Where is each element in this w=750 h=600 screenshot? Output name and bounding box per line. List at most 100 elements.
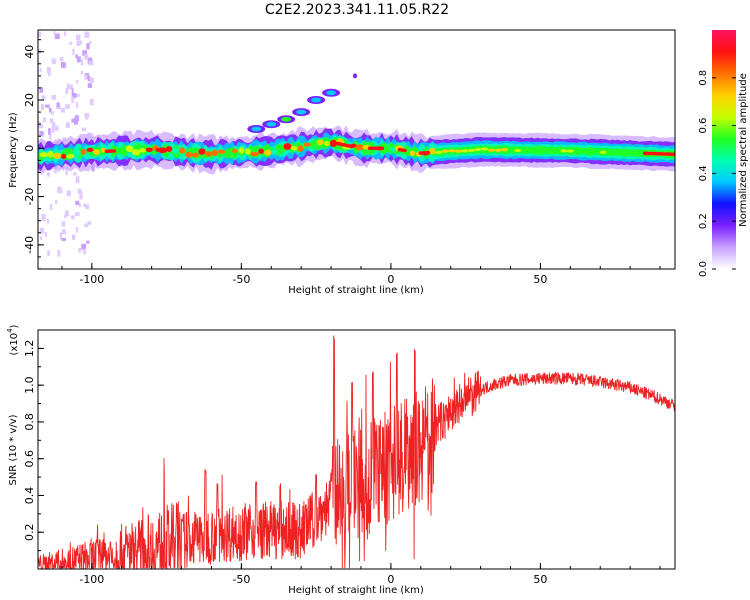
spectrogram-y-tick-label: 20: [23, 93, 36, 107]
spectrogram-blob: [626, 150, 633, 154]
heatmap-speckle: [51, 122, 56, 130]
heatmap-speckle: [55, 199, 58, 205]
spectrogram-peak: [162, 148, 167, 153]
spectrogram-blob: [540, 149, 548, 153]
heatmap-speckle: [75, 227, 79, 233]
heatmap-speckle: [79, 203, 81, 208]
spectrogram-branch-core: [281, 116, 292, 122]
heatmap-speckle: [81, 127, 86, 132]
heatmap-speckle: [57, 250, 61, 257]
heatmap-speckle: [89, 98, 94, 106]
heatmap-speckle: [87, 221, 92, 225]
heatmap-speckle: [72, 48, 75, 56]
spectrogram-blob: [455, 149, 462, 153]
heatmap-speckle: [65, 168, 68, 175]
spectrogram-peak: [402, 148, 407, 153]
spectrogram-blob: [119, 148, 127, 155]
spectrogram-blob: [250, 151, 259, 157]
spectrogram-blob: [297, 145, 304, 152]
colorbar-tick-label: 0.6: [698, 118, 709, 134]
spectrogram-blob: [66, 153, 75, 159]
heatmap-speckle: [71, 88, 74, 95]
colorbar-label: Normalized spectral amplitude: [738, 73, 749, 227]
spectrogram-x-tick-label: 50: [533, 273, 547, 286]
heatmap-speckle: [46, 172, 50, 177]
spectrogram-blob: [303, 142, 311, 147]
heatmap-speckle: [88, 61, 94, 66]
spectrogram-y-axis-label: Frequency (Hz): [8, 112, 19, 188]
spectrogram-blob: [409, 150, 415, 157]
spectrogram-blob: [145, 147, 153, 153]
spectrogram-blob: [533, 149, 541, 153]
snr-y-tick-label: 0.6: [23, 450, 36, 468]
spectrogram-blob: [560, 149, 568, 153]
spectrogram-branch-core: [251, 126, 262, 132]
heatmap-speckle: [75, 200, 80, 206]
heatmap-speckle: [76, 40, 81, 47]
spectrogram-plot-area: [38, 30, 675, 269]
heatmap-speckle: [41, 214, 46, 221]
heatmap-speckle: [79, 41, 82, 45]
heatmap-speckle: [40, 103, 44, 111]
heatmap-speckle: [66, 83, 70, 90]
heatmap-speckle: [54, 33, 60, 39]
spectrogram-blob: [481, 147, 489, 151]
heatmap-speckle: [49, 203, 53, 210]
heatmap-speckle: [77, 188, 82, 194]
spectrogram-y-tick-label: 40: [23, 45, 36, 59]
colorbar-tick-label: 0.0: [698, 261, 709, 277]
spectrogram-blob: [290, 145, 298, 151]
spectrogram-blob: [547, 148, 555, 152]
heatmap-speckle: [87, 57, 93, 65]
spectrogram-branch-core: [296, 109, 307, 115]
heatmap-speckle: [49, 118, 54, 124]
snr-y-tick-label: 1.2: [23, 340, 36, 358]
spectrogram-branch-core: [311, 97, 322, 103]
spectrogram-blob: [448, 149, 456, 153]
spectrogram-blob: [258, 148, 264, 154]
spectrogram-peak: [671, 152, 675, 157]
heatmap-speckle: [74, 118, 77, 125]
heatmap-speckle: [86, 43, 90, 50]
heatmap-speckle: [53, 31, 56, 35]
spectrogram-blob: [100, 147, 106, 153]
spectrogram-blob: [461, 149, 469, 153]
heatmap-speckle: [71, 96, 74, 104]
heatmap-speckle: [61, 237, 66, 241]
heatmap-speckle: [42, 117, 47, 123]
spectrogram-blob: [494, 148, 502, 152]
spectrogram-blob: [52, 152, 62, 159]
heatmap-speckle: [47, 68, 51, 76]
spectrogram-peak: [111, 149, 117, 153]
colorbar-gradient: [712, 30, 736, 269]
heatmap-speckle: [79, 192, 83, 200]
colorbar-tick-label: 0.2: [698, 213, 709, 229]
spectrogram-blob: [310, 141, 317, 147]
spectrogram-blob: [211, 149, 219, 156]
spectrogram-blob: [606, 150, 614, 154]
heatmap-speckle: [84, 54, 89, 60]
heatmap-speckle: [66, 190, 71, 197]
spectrogram-peak: [379, 146, 385, 151]
heatmap-speckle: [72, 234, 76, 240]
spectrogram-peak: [425, 150, 431, 155]
heatmap-speckle: [54, 166, 57, 174]
heatmap-speckle: [71, 118, 76, 123]
heatmap-speckle: [86, 240, 90, 244]
heatmap-speckle: [51, 128, 55, 133]
heatmap-speckle: [83, 203, 87, 207]
spectrogram-blob: [264, 149, 272, 156]
spectrogram-blob: [566, 149, 574, 153]
heatmap-speckle: [87, 83, 92, 88]
spectrogram-x-axis-label: Height of straight line (km): [288, 285, 424, 296]
spectrogram-peak: [349, 144, 354, 149]
heatmap-speckle: [62, 229, 66, 235]
heatmap-speckle: [59, 57, 64, 62]
colorbar-tick-label: 0.8: [698, 70, 709, 86]
heatmap-speckle: [85, 204, 90, 209]
heatmap-speckle: [89, 40, 92, 45]
heatmap-speckle: [83, 248, 87, 255]
heatmap-speckle: [76, 80, 79, 84]
spectrogram-blob: [232, 148, 238, 153]
snr-panel: -100 -50 0 50 0.2 0.4 0.6 0.8 1.0 1.2 Height of s…: [6, 324, 676, 596]
